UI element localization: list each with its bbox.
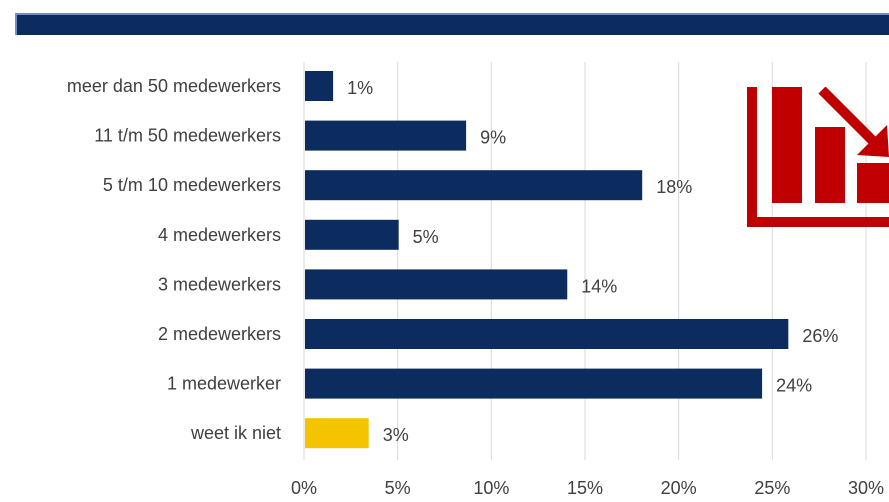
bar-chart-down-icon (747, 87, 889, 227)
category-label: 2 medewerkers (158, 324, 281, 344)
bar (305, 219, 399, 250)
bar (305, 368, 763, 399)
bar (305, 269, 568, 300)
data-label: 14% (581, 276, 617, 296)
category-label: 5 t/m 10 medewerkers (103, 175, 281, 195)
bar (305, 319, 789, 349)
bar (305, 120, 467, 151)
category-label: 11 t/m 50 medewerkers (94, 126, 281, 146)
x-tick-label: 30% (848, 478, 884, 498)
data-label: 1% (347, 78, 373, 98)
x-tick-label: 15% (567, 478, 603, 498)
data-label: 26% (802, 326, 838, 346)
data-label: 18% (656, 177, 692, 197)
data-label: 3% (383, 425, 409, 445)
bar (305, 71, 334, 101)
x-tick-label: 25% (754, 478, 790, 498)
category-label: 4 medewerkers (158, 225, 281, 245)
category-label: 1 medewerker (167, 374, 281, 394)
category-label: weet ik niet (190, 423, 281, 443)
bar (305, 170, 643, 201)
bar (305, 418, 369, 449)
x-tick-label: 10% (473, 478, 509, 498)
x-tick-label: 20% (661, 478, 697, 498)
header-bar (15, 13, 889, 35)
data-label: 9% (480, 128, 506, 148)
category-label: 3 medewerkers (158, 274, 281, 294)
x-tick-label: 0% (291, 478, 317, 498)
data-label: 24% (776, 376, 812, 396)
category-label: meer dan 50 medewerkers (67, 76, 281, 96)
x-tick-label: 5% (385, 478, 411, 498)
data-label: 5% (413, 227, 439, 247)
